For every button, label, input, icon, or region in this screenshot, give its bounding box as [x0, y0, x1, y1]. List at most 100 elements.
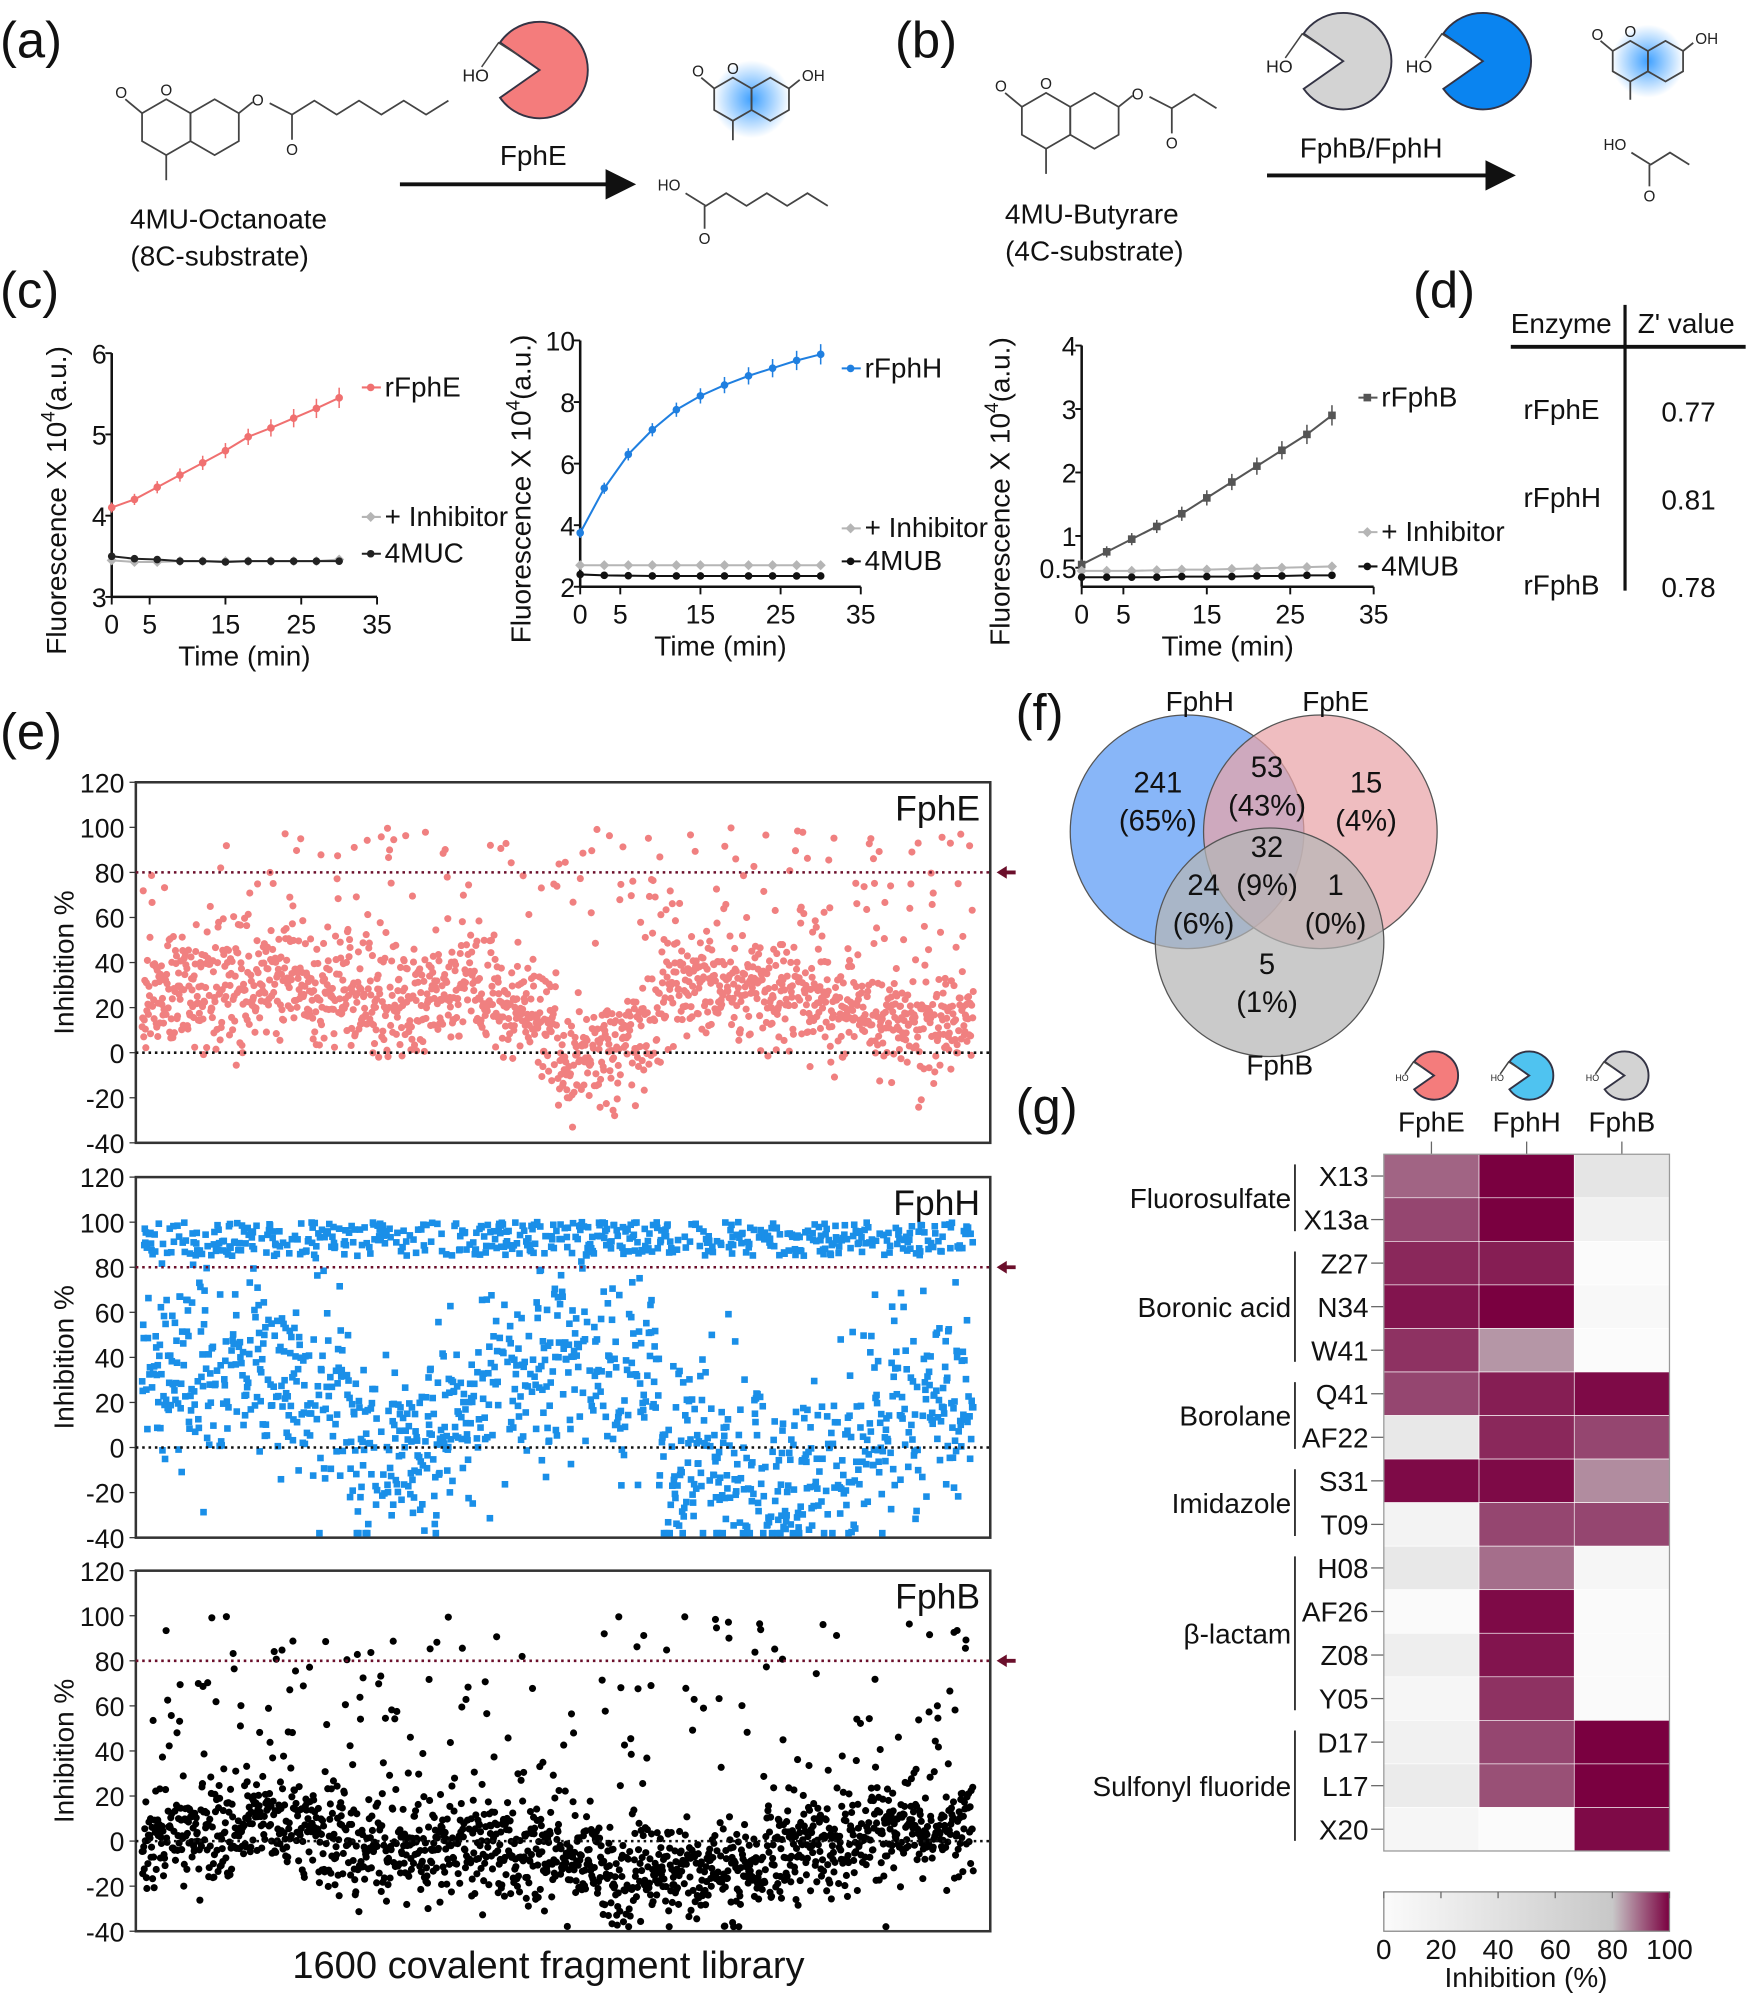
data-point [274, 1317, 281, 1325]
data-point [870, 1461, 877, 1469]
data-point [908, 848, 916, 856]
data-point [254, 969, 262, 977]
data-point [710, 971, 718, 979]
panel-label-c: (c) [0, 261, 59, 318]
data-point [625, 1923, 633, 1931]
data-point [470, 1849, 478, 1857]
data-point [716, 1474, 724, 1482]
data-point [192, 921, 200, 929]
data-point [292, 1309, 300, 1317]
data-point [806, 1483, 814, 1491]
data-point [694, 1460, 702, 1467]
data-point [576, 1413, 584, 1420]
data-point [716, 1819, 724, 1827]
data-point [608, 1238, 615, 1245]
data-point [142, 1044, 150, 1052]
data-point [599, 560, 610, 571]
data-point [770, 1436, 777, 1444]
data-point [882, 1426, 890, 1434]
panel-title: FphB [895, 1577, 980, 1617]
data-point [471, 1250, 479, 1258]
data-point [300, 990, 308, 998]
data-point [967, 1032, 975, 1040]
data-point [488, 1000, 497, 1009]
data-point [363, 836, 371, 844]
data-point [715, 1448, 723, 1456]
data-point [386, 1771, 394, 1779]
data-point [847, 1433, 855, 1441]
data-point [382, 1227, 389, 1235]
data-point [218, 1018, 226, 1026]
data-point [439, 1434, 447, 1441]
data-point [654, 1244, 662, 1252]
data-point [908, 1223, 916, 1230]
data-point [571, 1033, 579, 1041]
data-point [906, 904, 914, 912]
data-point [178, 1846, 186, 1854]
data-point [665, 1923, 673, 1931]
data-point [524, 964, 532, 972]
data-point [862, 1460, 870, 1468]
data-point [551, 983, 559, 991]
atom-label-o: O [1132, 86, 1144, 103]
data-point [252, 1313, 259, 1321]
data-point [895, 1045, 903, 1054]
data-point [251, 1028, 259, 1036]
data-point [657, 911, 665, 919]
data-point [785, 1247, 793, 1254]
data-point [389, 1805, 397, 1813]
data-point [728, 1021, 736, 1029]
data-point [1326, 561, 1338, 572]
data-point [716, 1496, 723, 1504]
data-point [400, 1859, 408, 1867]
data-point [408, 1035, 416, 1043]
data-point [268, 1320, 275, 1327]
data-point [209, 1860, 217, 1868]
data-point [743, 1728, 751, 1736]
data-point [717, 1241, 725, 1249]
data-point [141, 1825, 149, 1833]
data-point [294, 1365, 302, 1373]
data-point [626, 1847, 634, 1856]
data-point [231, 972, 239, 980]
data-point [720, 961, 728, 969]
data-point [591, 939, 599, 947]
data-point [408, 1438, 415, 1445]
data-point [387, 1021, 395, 1030]
data-point [691, 1405, 698, 1413]
data-point [899, 1415, 906, 1422]
data-point [566, 1320, 573, 1328]
data-point [909, 1378, 917, 1385]
data-point [873, 1399, 881, 1407]
data-point [790, 1786, 798, 1794]
data-point [453, 1383, 461, 1390]
data-point [884, 1437, 892, 1445]
series-inhibitor: + Inhibitor [1076, 516, 1505, 576]
data-point [315, 1391, 323, 1399]
data-point [259, 1820, 267, 1828]
data-point [303, 1247, 310, 1254]
data-point [858, 1248, 866, 1256]
x-tick-label: 15 [211, 610, 241, 640]
data-point [792, 1251, 799, 1259]
data-point [653, 1224, 661, 1232]
substrate-a-note: (8C-substrate) [130, 241, 308, 272]
data-point [342, 1227, 349, 1234]
data-point [525, 910, 533, 919]
x-tick-label: 0 [573, 600, 588, 630]
data-point [620, 1741, 629, 1749]
data-point [276, 1243, 284, 1250]
data-point [864, 987, 872, 995]
data-point [410, 1812, 419, 1820]
data-point [410, 1494, 418, 1501]
data-point [894, 1364, 902, 1372]
data-point [933, 1387, 940, 1395]
data-point [762, 831, 770, 839]
data-point [304, 1815, 312, 1823]
data-point [679, 1529, 687, 1537]
data-point [775, 1516, 782, 1524]
data-point [851, 1525, 859, 1532]
data-point [643, 1754, 651, 1762]
data-point [836, 1832, 844, 1840]
